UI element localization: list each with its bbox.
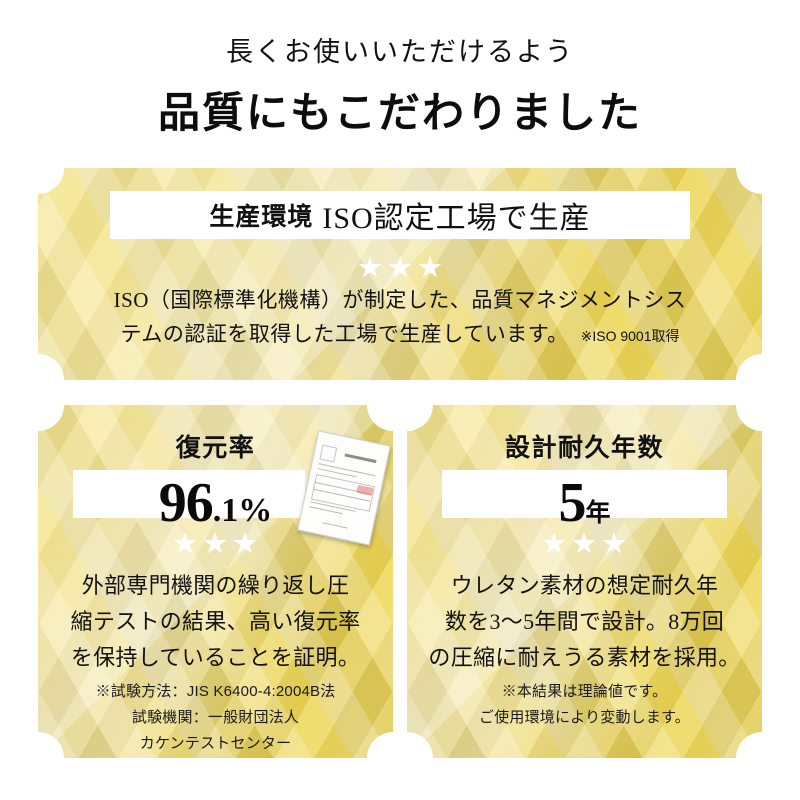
star-icon xyxy=(203,532,227,554)
recovery-rate-value: 96.1% xyxy=(38,471,393,535)
recovery-rate-footnotes: ※試験方法：JIS K6400-4:2004B法 試験機関：一般財団法人 カケン… xyxy=(38,679,393,757)
durability-years-value: 5年 xyxy=(407,471,762,535)
iso-description: ISO（国際標準化機構）が制定した、品質マネジメントシス テムの認証を取得した工… xyxy=(60,283,740,353)
certificate-logo-box xyxy=(319,444,338,463)
durability-years-footnote-line-1: ※本結果は理論値です。 xyxy=(501,683,668,700)
durability-years-description: ウレタン素材の想定耐久年 数を3〜5年間で設計。8万回 の圧縮に耐えうる素材を採… xyxy=(407,568,762,676)
page-subtitle: 長くお使いいただけるよう xyxy=(226,37,574,67)
durability-years-panel xyxy=(407,405,762,758)
star-icon xyxy=(233,532,257,554)
recovery-rate-value-decimal: .1% xyxy=(212,492,273,529)
corner-notch-bottom-right xyxy=(736,732,762,758)
iso-description-line-2: テムの認証を取得した工場で生産しています。 xyxy=(120,322,569,346)
iso-description-line-2-row: テムの認証を取得した工場で生産しています。 ※ISO 9001取得 xyxy=(60,317,740,353)
iso-description-line-1: ISO（国際標準化機構）が制定した、品質マネジメントシス xyxy=(113,288,687,312)
durability-years-footnotes: ※本結果は理論値です。 ご使用環境により変動します。 xyxy=(407,679,762,731)
star-icon xyxy=(542,532,566,554)
star-icon xyxy=(388,256,412,278)
recovery-rate-description: 外部専門機関の繰り返し圧 縮テストの結果、高い復元率 を保持していることを証明。 xyxy=(38,568,393,676)
star-icon xyxy=(173,532,197,554)
recovery-rate-footnote-line-3: カケンテストセンター xyxy=(139,735,292,752)
durability-years-value-unit: 年 xyxy=(585,500,611,527)
star-icon xyxy=(418,256,442,278)
iso-badge-title: ISO認定工場で生産 xyxy=(322,202,591,235)
durability-years-description-line-1: ウレタン素材の想定耐久年 xyxy=(450,573,719,598)
iso-title-row: 生産環境 ISO認定工場で生産 xyxy=(110,191,690,239)
recovery-rate-heading: 復元率 xyxy=(175,434,256,462)
durability-years-value-banner xyxy=(442,470,727,518)
certificate-title-bar xyxy=(344,453,377,464)
iso-star-rating xyxy=(340,256,460,279)
star-icon xyxy=(358,256,382,278)
durability-years-star-rating xyxy=(524,532,644,555)
durability-years-description-line-3: の圧縮に耐えうる素材を採用。 xyxy=(428,645,741,670)
recovery-rate-description-line-3: を保持していることを証明。 xyxy=(70,645,361,670)
corner-notch-bottom-left xyxy=(407,732,433,758)
durability-years-description-line-2: 数を3〜5年間で設計。8万回 xyxy=(444,609,725,634)
iso-footnote: ※ISO 9001取得 xyxy=(580,328,680,344)
corner-notch-bottom-right xyxy=(736,354,762,380)
durability-years-footnote-line-2: ご使用環境により変動します。 xyxy=(478,709,690,726)
recovery-rate-star-rating xyxy=(155,532,275,555)
certificate-line xyxy=(322,522,348,529)
recovery-rate-footnote-line-1: ※試験方法：JIS K6400-4:2004B法 xyxy=(95,683,336,700)
corner-notch-top-left xyxy=(38,168,64,194)
recovery-rate-footnote-line-2: 試験機関：一般財団法人 xyxy=(131,709,300,726)
iso-badge-label: 生産環境 xyxy=(209,203,314,231)
corner-notch-top-right xyxy=(736,168,762,194)
recovery-rate-description-line-2: 縮テストの結果、高い復元率 xyxy=(70,609,361,634)
corner-notch-bottom-left xyxy=(38,354,64,380)
iso-title-banner xyxy=(110,191,690,239)
durability-years-value-main: 5 xyxy=(558,472,586,534)
star-icon xyxy=(602,532,626,554)
recovery-rate-value-main: 96 xyxy=(158,472,214,534)
recovery-rate-value-banner xyxy=(73,470,305,518)
star-icon xyxy=(572,532,596,554)
recovery-rate-description-line-1: 外部専門機関の繰り返し圧 xyxy=(81,573,350,598)
page-title: 品質にもこだわりました xyxy=(157,89,642,136)
durability-years-heading: 設計耐久年数 xyxy=(504,434,664,462)
